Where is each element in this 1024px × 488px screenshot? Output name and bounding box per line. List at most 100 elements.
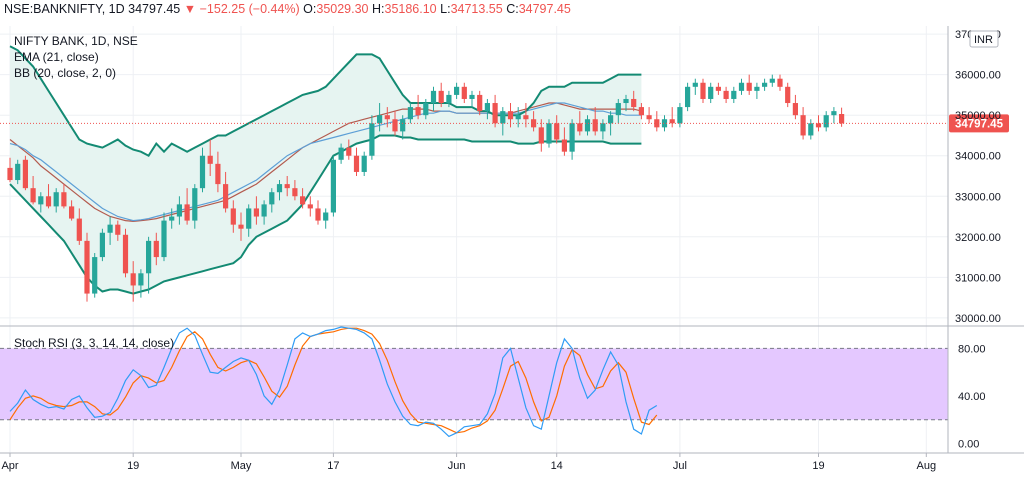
candle[interactable] bbox=[692, 78, 698, 95]
candle[interactable] bbox=[738, 78, 745, 95]
legend-stoch-rsi[interactable]: Stoch RSI (3, 3, 14, 14, close) bbox=[14, 336, 175, 350]
candle[interactable] bbox=[384, 107, 390, 128]
candle[interactable] bbox=[92, 253, 98, 298]
candle[interactable] bbox=[484, 98, 490, 120]
candle[interactable] bbox=[685, 82, 691, 112]
candle[interactable] bbox=[792, 94, 798, 120]
candle[interactable] bbox=[246, 204, 252, 237]
candle[interactable] bbox=[53, 188, 59, 213]
candle[interactable] bbox=[307, 196, 313, 217]
candle[interactable] bbox=[723, 86, 729, 104]
candle[interactable] bbox=[469, 90, 475, 108]
candle[interactable] bbox=[423, 98, 429, 120]
candle[interactable] bbox=[708, 82, 714, 104]
candle[interactable] bbox=[369, 115, 375, 160]
candle[interactable] bbox=[762, 78, 768, 91]
candle[interactable] bbox=[207, 139, 213, 176]
candle[interactable] bbox=[238, 212, 244, 241]
candle[interactable] bbox=[261, 200, 267, 225]
candle[interactable] bbox=[677, 103, 683, 128]
candle[interactable] bbox=[269, 188, 275, 213]
candle[interactable] bbox=[461, 82, 467, 104]
candle[interactable] bbox=[823, 111, 829, 132]
candle[interactable] bbox=[276, 180, 283, 201]
candles[interactable] bbox=[7, 74, 845, 302]
candle[interactable] bbox=[161, 212, 167, 262]
candle[interactable] bbox=[661, 115, 668, 132]
candle[interactable] bbox=[7, 157, 13, 183]
candle[interactable] bbox=[377, 103, 383, 132]
candle[interactable] bbox=[315, 200, 321, 225]
candle[interactable] bbox=[646, 107, 652, 124]
candle[interactable] bbox=[45, 184, 52, 209]
candle[interactable] bbox=[84, 232, 90, 302]
stoch-rsi-pane[interactable] bbox=[0, 326, 948, 438]
candle[interactable] bbox=[107, 216, 113, 245]
candle[interactable] bbox=[839, 107, 845, 127]
candle[interactable] bbox=[808, 119, 814, 140]
candle[interactable] bbox=[554, 115, 560, 144]
candle[interactable] bbox=[815, 115, 822, 132]
candle[interactable] bbox=[669, 107, 675, 128]
candle[interactable] bbox=[623, 94, 629, 112]
candle[interactable] bbox=[284, 176, 290, 197]
candle[interactable] bbox=[69, 200, 75, 221]
candle[interactable] bbox=[230, 200, 236, 233]
candle[interactable] bbox=[330, 155, 336, 217]
candle[interactable] bbox=[415, 94, 421, 120]
candle[interactable] bbox=[153, 232, 159, 266]
candle[interactable] bbox=[584, 115, 591, 136]
candle[interactable] bbox=[176, 196, 182, 225]
candle[interactable] bbox=[430, 86, 437, 112]
symbol-name[interactable]: NSE:BANKNIFTY, 1D bbox=[4, 2, 125, 16]
candle[interactable] bbox=[292, 180, 298, 201]
candle[interactable] bbox=[615, 98, 621, 124]
candle[interactable] bbox=[769, 74, 775, 87]
candle[interactable] bbox=[138, 269, 144, 298]
candle[interactable] bbox=[215, 151, 221, 193]
candle[interactable] bbox=[199, 147, 206, 193]
candle[interactable] bbox=[731, 86, 737, 104]
candle[interactable] bbox=[30, 176, 36, 205]
candle[interactable] bbox=[407, 103, 413, 124]
candle[interactable] bbox=[76, 208, 82, 245]
candle[interactable] bbox=[608, 111, 614, 136]
candle[interactable] bbox=[115, 220, 121, 241]
candle[interactable] bbox=[638, 103, 644, 120]
candle[interactable] bbox=[353, 147, 360, 176]
candle[interactable] bbox=[15, 159, 21, 185]
candle[interactable] bbox=[22, 155, 28, 191]
candle[interactable] bbox=[561, 127, 567, 156]
candle[interactable] bbox=[654, 111, 660, 132]
candle[interactable] bbox=[122, 228, 129, 278]
candle[interactable] bbox=[715, 82, 721, 95]
candle[interactable] bbox=[746, 74, 752, 95]
candle[interactable] bbox=[346, 139, 352, 160]
candle[interactable] bbox=[569, 119, 575, 160]
candle[interactable] bbox=[338, 143, 344, 164]
candle[interactable] bbox=[392, 111, 398, 136]
candle[interactable] bbox=[446, 90, 452, 108]
candle[interactable] bbox=[515, 107, 521, 128]
candle[interactable] bbox=[454, 82, 460, 99]
candle[interactable] bbox=[99, 228, 105, 262]
candle[interactable] bbox=[61, 184, 67, 209]
candle[interactable] bbox=[785, 82, 791, 108]
candle[interactable] bbox=[361, 151, 367, 176]
candle[interactable] bbox=[800, 107, 806, 140]
candle[interactable] bbox=[546, 119, 552, 148]
candle[interactable] bbox=[400, 115, 406, 140]
candle[interactable] bbox=[184, 188, 190, 225]
candle[interactable] bbox=[754, 82, 760, 99]
candle[interactable] bbox=[253, 196, 259, 225]
candle[interactable] bbox=[492, 94, 498, 128]
candle[interactable] bbox=[631, 90, 637, 112]
candle[interactable] bbox=[538, 119, 544, 152]
candle[interactable] bbox=[323, 208, 329, 229]
legend-bb[interactable]: BB (20, close, 2, 0) bbox=[14, 66, 117, 80]
candle[interactable] bbox=[831, 107, 837, 124]
candle[interactable] bbox=[130, 261, 136, 302]
candle[interactable] bbox=[531, 111, 537, 132]
candle[interactable] bbox=[600, 119, 606, 140]
candle[interactable] bbox=[223, 171, 229, 213]
